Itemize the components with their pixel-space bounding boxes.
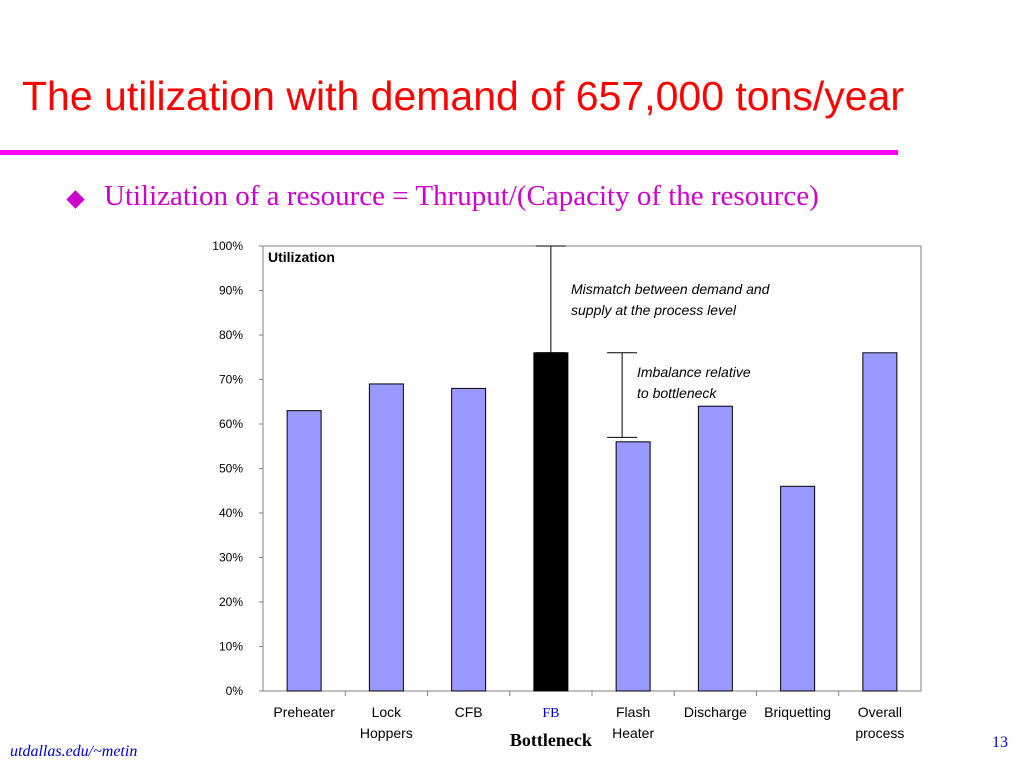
- bar: [615, 441, 651, 692]
- chart-title: Utilization: [268, 249, 335, 265]
- bottleneck-label: Bottleneck: [510, 730, 592, 750]
- annotation-text: to bottleneck: [637, 385, 717, 401]
- annotation-text: Mismatch between demand and: [571, 281, 771, 297]
- bar: [862, 352, 898, 692]
- y-tick-label: 10%: [219, 640, 243, 654]
- x-category-label: Hoppers: [360, 725, 413, 741]
- x-category-label: Lock: [372, 704, 403, 720]
- y-tick-label: 20%: [219, 595, 243, 609]
- x-category-label: Overall: [858, 704, 902, 720]
- y-tick-label: 70%: [219, 373, 243, 387]
- bar: [286, 410, 322, 692]
- y-tick-label: 60%: [219, 417, 243, 431]
- bar: [533, 352, 569, 692]
- title-rule: [0, 150, 898, 155]
- x-category-label: Briquetting: [764, 704, 831, 720]
- x-category-label: CFB: [455, 704, 483, 720]
- x-category-label: Discharge: [684, 704, 747, 720]
- y-tick-label: 50%: [219, 462, 243, 476]
- page-number: 13: [992, 734, 1008, 751]
- x-category-label: FB: [542, 706, 559, 721]
- y-tick-label: 90%: [219, 284, 243, 298]
- x-category-label: Preheater: [273, 704, 335, 720]
- slide-title: The utilization with demand of 657,000 t…: [22, 73, 905, 119]
- bullet-text: Utilization of a resource = Thruput/(Cap…: [104, 180, 819, 212]
- bar: [451, 387, 487, 692]
- x-category-label: Flash: [616, 704, 650, 720]
- bar: [697, 405, 733, 692]
- y-tick-label: 0%: [226, 684, 244, 698]
- y-tick-label: 100%: [212, 239, 243, 253]
- bar: [780, 485, 816, 692]
- x-category-label: Heater: [612, 725, 654, 741]
- y-tick-label: 30%: [219, 551, 243, 565]
- annotation-text: Imbalance relative: [637, 364, 751, 380]
- y-tick-label: 40%: [219, 506, 243, 520]
- bar: [368, 383, 404, 692]
- annotation-text: supply at the process level: [571, 302, 737, 318]
- x-category-label: process: [855, 725, 904, 741]
- footer-source: utdallas.edu/~metin: [10, 743, 138, 760]
- y-tick-label: 80%: [219, 328, 243, 342]
